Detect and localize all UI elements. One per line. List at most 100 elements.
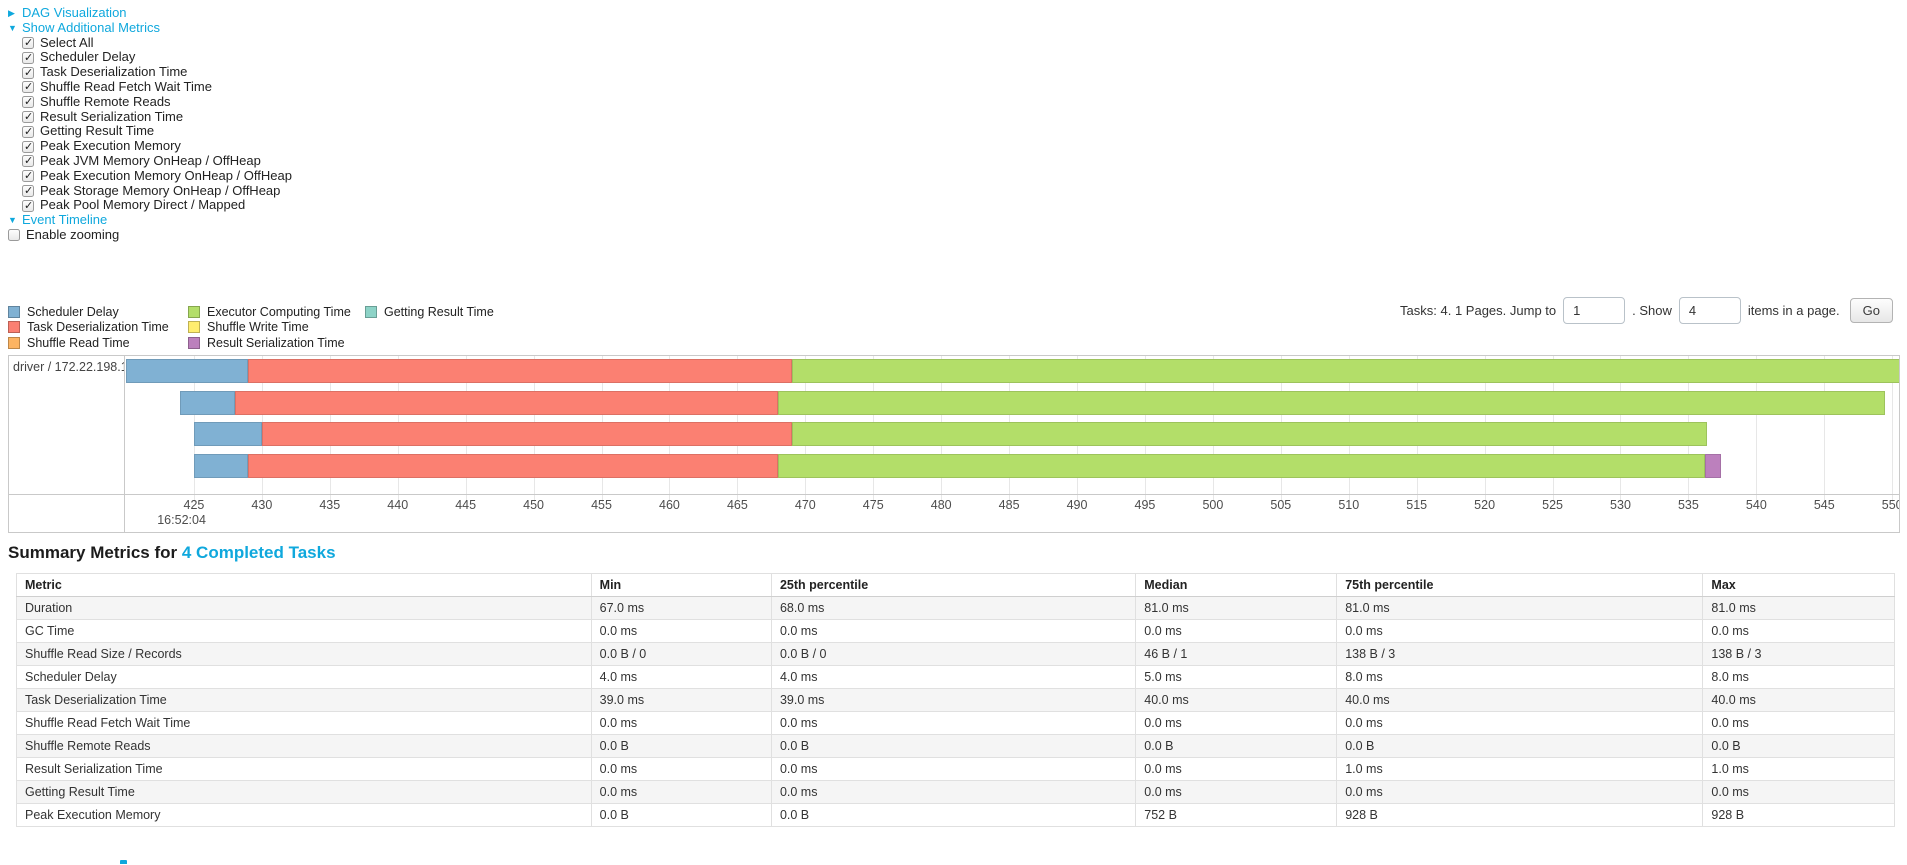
event-timeline-toggle[interactable]: ▼ Event Timeline [8,212,292,228]
metric-checkbox-label: Task Deserialization Time [40,64,188,80]
metric-checkbox-row[interactable]: Peak Pool Memory Direct / Mapped [22,198,292,214]
task-bar-segment-task-deserialization[interactable] [248,359,792,383]
metric-value-cell: 5.0 ms [1135,665,1338,689]
metric-checkbox[interactable] [22,140,34,154]
table-row: Getting Result Time 0.0 ms 0.0 ms 0.0 ms 0.0… [16,780,1895,804]
metric-value-cell: 0.0 ms [770,619,1137,643]
legend-swatch-icon [8,321,20,334]
table-header-min: Min [590,573,772,597]
legend-label: Shuffle Write Time [207,320,309,335]
metric-value-cell: 0.0 ms [1135,619,1338,643]
completed-tasks-link[interactable]: 4 Completed Tasks [181,543,336,562]
metric-checkbox[interactable] [22,51,34,66]
metric-checkbox[interactable] [22,125,34,140]
metric-value-cell: 0.0 ms [1135,780,1338,804]
table-header-75th-percentile: 75th percentile [1336,573,1704,597]
table-row: Shuffle Read Fetch Wait Time 0.0 ms 0.0 ms… [16,711,1895,735]
metric-checkbox[interactable] [22,199,34,214]
legend-column: Scheduler Delay Task Deserialization Time… [8,304,169,351]
task-bar-segment-executor-computing[interactable] [778,453,1705,478]
task-bar-segment-executor-computing[interactable] [778,390,1886,415]
metric-checkbox-label: Result Serialization Time [40,108,184,124]
table-row: Shuffle Read Size / Records 0.0 B / 0 0.0 … [16,642,1895,666]
table-row: Peak Execution Memory 0.0 B 0.0 B 752 B 928 … [16,803,1895,827]
metric-checkbox[interactable] [22,36,34,51]
task-bar-segment-scheduler-delay[interactable] [180,390,235,415]
task-bar-segment-scheduler-delay[interactable] [193,453,249,478]
metric-value-cell: 8.0 ms [1702,665,1895,689]
metric-checkbox-row[interactable]: Peak JVM Memory OnHeap / OffHeap [22,153,292,169]
executor-label: driver / 172.22.198.104 [13,360,124,374]
metric-checkbox-row[interactable]: Select All [22,35,292,51]
metric-checkbox[interactable] [22,169,34,184]
metric-checkbox-row[interactable]: Shuffle Remote Reads [22,94,292,110]
task-bar-segment-executor-computing[interactable] [791,422,1708,447]
metric-value-cell: 138 B / 3 [1336,642,1704,666]
metric-checkbox-row[interactable]: Peak Execution Memory OnHeap / OffHeap [22,167,292,184]
task-bar-segment-result-serialization[interactable] [1704,453,1721,478]
show-additional-metrics-toggle[interactable]: ▼ Show Additional Metrics [8,19,292,36]
legend-label: Scheduler Delay [27,304,119,319]
metric-checkbox-row[interactable]: Peak Execution Memory [22,138,292,154]
jump-to-page-input[interactable] [1563,297,1626,324]
show-additional-metrics-label: Show Additional Metrics [22,19,161,35]
metric-checkbox[interactable] [22,95,34,110]
metric-checkbox[interactable] [22,184,34,199]
timeline-gridline [1824,356,1826,502]
items-in-page-text: items in a page. [1747,303,1840,318]
metric-value-cell: 46 B / 1 [1135,642,1338,666]
legend-label: Shuffle Read Time [27,335,130,350]
metric-checkbox[interactable] [22,66,34,80]
metric-value-cell: 0.0 B / 0 [770,642,1137,666]
metric-checkbox-row[interactable]: Getting Result Time [22,124,292,140]
collapsed-arrow-icon: ▶ [8,8,15,18]
metric-value-cell: 4.0 ms [770,665,1137,689]
metric-value-cell: 1.0 ms [1702,757,1895,781]
task-bar-segment-scheduler-delay[interactable] [193,422,262,447]
metric-checkbox-row[interactable]: Peak Storage Memory OnHeap / OffHeap [22,183,292,199]
legend-swatch-icon [188,336,200,349]
metric-checkbox-label: Peak Execution Memory [40,138,181,154]
items-per-page-input[interactable] [1678,297,1741,324]
metric-name-cell: Shuffle Remote Reads [16,734,592,758]
metric-checkbox[interactable] [22,80,34,95]
metric-checkbox-row[interactable]: Shuffle Read Fetch Wait Time [22,79,292,95]
axis-tick-label: 485 [998,498,1020,512]
task-pagination: Tasks: 4. 1 Pages. Jump to . Show items … [1400,297,1893,324]
task-bar-segment-executor-computing[interactable] [791,359,1899,383]
axis-tick-label: 470 [794,498,816,512]
legend-swatch-icon [8,305,20,318]
task-bar-segment-task-deserialization[interactable] [261,422,792,447]
metric-value-cell: 0.0 ms [1336,711,1704,735]
task-bar-segment-task-deserialization[interactable] [248,453,779,478]
metric-checkbox[interactable] [22,110,34,125]
metric-checkbox-label: Scheduler Delay [40,49,136,65]
metric-checkbox-row[interactable]: Scheduler Delay [22,49,292,66]
metric-value-cell: 8.0 ms [1336,665,1704,689]
table-header-max: Max [1702,573,1895,597]
axis-tick-label: 530 [1610,498,1631,512]
metric-checkbox-label: Peak Execution Memory OnHeap / OffHeap [40,167,292,183]
metric-checkbox-row[interactable]: Result Serialization Time [22,108,292,125]
enable-zooming-checkbox-row[interactable]: Enable zooming [8,227,292,243]
metric-value-cell: 0.0 ms [1336,780,1704,804]
axis-time-label: 16:52:04 [157,513,206,527]
metric-value-cell: 40.0 ms [1336,688,1704,712]
dag-visualization-toggle[interactable]: ▶ DAG Visualization [8,5,292,21]
enable-zooming-checkbox[interactable] [8,229,20,242]
task-bar-segment-scheduler-delay[interactable] [126,359,249,383]
axis-tick-label: 550 [1881,498,1899,512]
event-timeline-chart: driver / 172.22.198.104 4254304354404454… [8,355,1900,533]
go-button[interactable]: Go [1849,298,1893,323]
summary-metrics-heading: Summary Metrics for 4 Completed Tasks [8,543,336,563]
legend-label: Getting Result Time [384,304,494,319]
table-header-median: Median [1135,573,1338,597]
metric-value-cell: 0.0 B [1336,734,1704,758]
metric-checkbox[interactable] [22,154,34,169]
metric-value-cell: 0.0 ms [590,711,772,735]
task-bar-segment-task-deserialization[interactable] [234,390,779,415]
metric-checkbox-row[interactable]: Task Deserialization Time [22,64,292,80]
legend-item: Result Serialization Time [188,335,351,351]
metric-value-cell: 39.0 ms [770,688,1137,712]
